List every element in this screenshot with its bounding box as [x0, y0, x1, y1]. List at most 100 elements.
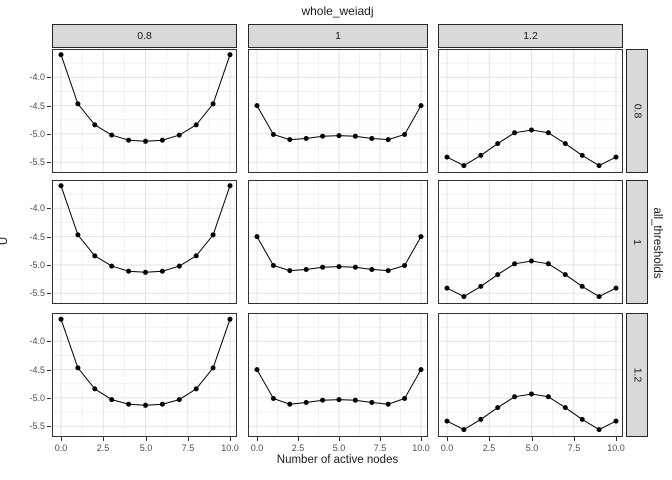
data-point — [418, 367, 424, 373]
x-tick-mark — [532, 437, 533, 441]
y-tick-label: -4.0 — [29, 72, 45, 82]
data-point — [613, 154, 619, 160]
data-point — [352, 133, 358, 139]
data-point — [336, 133, 342, 139]
x-tick-mark — [146, 437, 147, 441]
y-tick-label: -4.0 — [29, 203, 45, 213]
data-point — [227, 52, 233, 58]
data-point — [495, 405, 501, 411]
facet-panel — [438, 180, 623, 304]
x-tick-mark — [298, 437, 299, 441]
x-tick-mark — [447, 437, 448, 441]
data-point — [143, 138, 148, 144]
data-point — [210, 101, 216, 107]
x-tick-mark — [574, 437, 575, 441]
data-point — [545, 130, 551, 136]
data-point — [270, 132, 276, 137]
data-point — [92, 253, 98, 259]
data-point — [58, 52, 64, 58]
facet-panel — [438, 49, 623, 173]
x-tick-label: 5.0 — [525, 443, 539, 453]
data-point — [210, 232, 216, 238]
data-point — [385, 401, 391, 407]
y-tick-mark — [47, 265, 51, 266]
data-point — [512, 130, 518, 136]
data-point — [545, 394, 551, 400]
data-point — [352, 264, 358, 270]
data-point — [596, 163, 602, 169]
facet-strip-top: 1.2 — [438, 24, 623, 48]
facet-strip-right-label: 1 — [631, 239, 643, 245]
data-point — [478, 283, 484, 289]
data-point — [562, 141, 568, 147]
data-point — [579, 416, 585, 422]
data-point — [287, 137, 293, 143]
x-tick-label: 2.5 — [96, 443, 110, 453]
data-point — [176, 132, 182, 138]
y-tick-mark — [47, 237, 51, 238]
data-point — [92, 122, 98, 128]
data-point — [336, 264, 342, 270]
panel-border — [438, 180, 623, 304]
x-tick-mark — [421, 437, 422, 441]
panel-border — [52, 313, 237, 437]
y-axis-title: U — [0, 191, 10, 291]
data-point — [545, 261, 551, 267]
facet-strip-right-label: 1.2 — [630, 367, 643, 383]
data-point — [193, 122, 199, 128]
x-tick-mark — [616, 437, 617, 441]
y-tick-mark — [47, 370, 51, 371]
data-point — [529, 391, 534, 397]
x-tick-label: 7.5 — [181, 443, 195, 453]
panel-border — [248, 313, 428, 437]
data-point — [159, 401, 165, 407]
data-point — [303, 267, 309, 272]
data-point — [143, 402, 148, 408]
data-point — [92, 386, 98, 392]
plot-title: whole_weiadj — [301, 4, 374, 18]
data-point — [303, 400, 309, 405]
data-point — [320, 133, 326, 139]
data-point — [254, 103, 260, 109]
data-point — [320, 397, 326, 403]
y-tick-label: -5.0 — [29, 129, 45, 139]
data-point — [352, 397, 358, 403]
data-point — [461, 427, 467, 433]
y-tick-mark — [47, 106, 51, 107]
data-point — [385, 137, 391, 143]
x-tick-label: 0.0 — [440, 443, 454, 453]
x-tick-label: 7.5 — [567, 443, 581, 453]
data-point — [210, 365, 216, 371]
facet-strip-right-label: 0.8 — [630, 103, 643, 119]
data-point — [596, 427, 602, 433]
facet-panel — [52, 49, 237, 173]
x-tick-mark — [103, 437, 104, 441]
x-tick-mark — [489, 437, 490, 441]
x-tick-label: 7.5 — [373, 443, 387, 453]
y-tick-label: -5.5 — [29, 421, 45, 431]
panel-border — [248, 180, 428, 304]
data-point — [109, 397, 115, 403]
y-tick-label: -4.5 — [29, 232, 45, 242]
y-tick-label: -4.0 — [29, 336, 45, 346]
data-point — [227, 316, 233, 322]
x-tick-mark — [230, 437, 231, 441]
data-point — [287, 401, 293, 407]
data-point — [444, 418, 450, 424]
x-tick-mark — [339, 437, 340, 441]
data-point — [478, 416, 484, 422]
data-point — [402, 263, 408, 268]
y-tick-mark — [47, 293, 51, 294]
facet-strip-top-label: 1.2 — [523, 30, 538, 42]
panel-border — [52, 49, 237, 173]
data-point — [385, 268, 391, 274]
data-point — [254, 367, 260, 373]
y-tick-mark — [47, 426, 51, 427]
data-point — [495, 272, 501, 278]
y-tick-mark — [47, 162, 51, 163]
data-point — [126, 268, 132, 274]
data-point — [75, 365, 81, 371]
facet-strip-right: 0.8 — [626, 49, 648, 173]
x-tick-label: 2.5 — [482, 443, 496, 453]
facet-strip-top: 0.8 — [52, 24, 237, 48]
